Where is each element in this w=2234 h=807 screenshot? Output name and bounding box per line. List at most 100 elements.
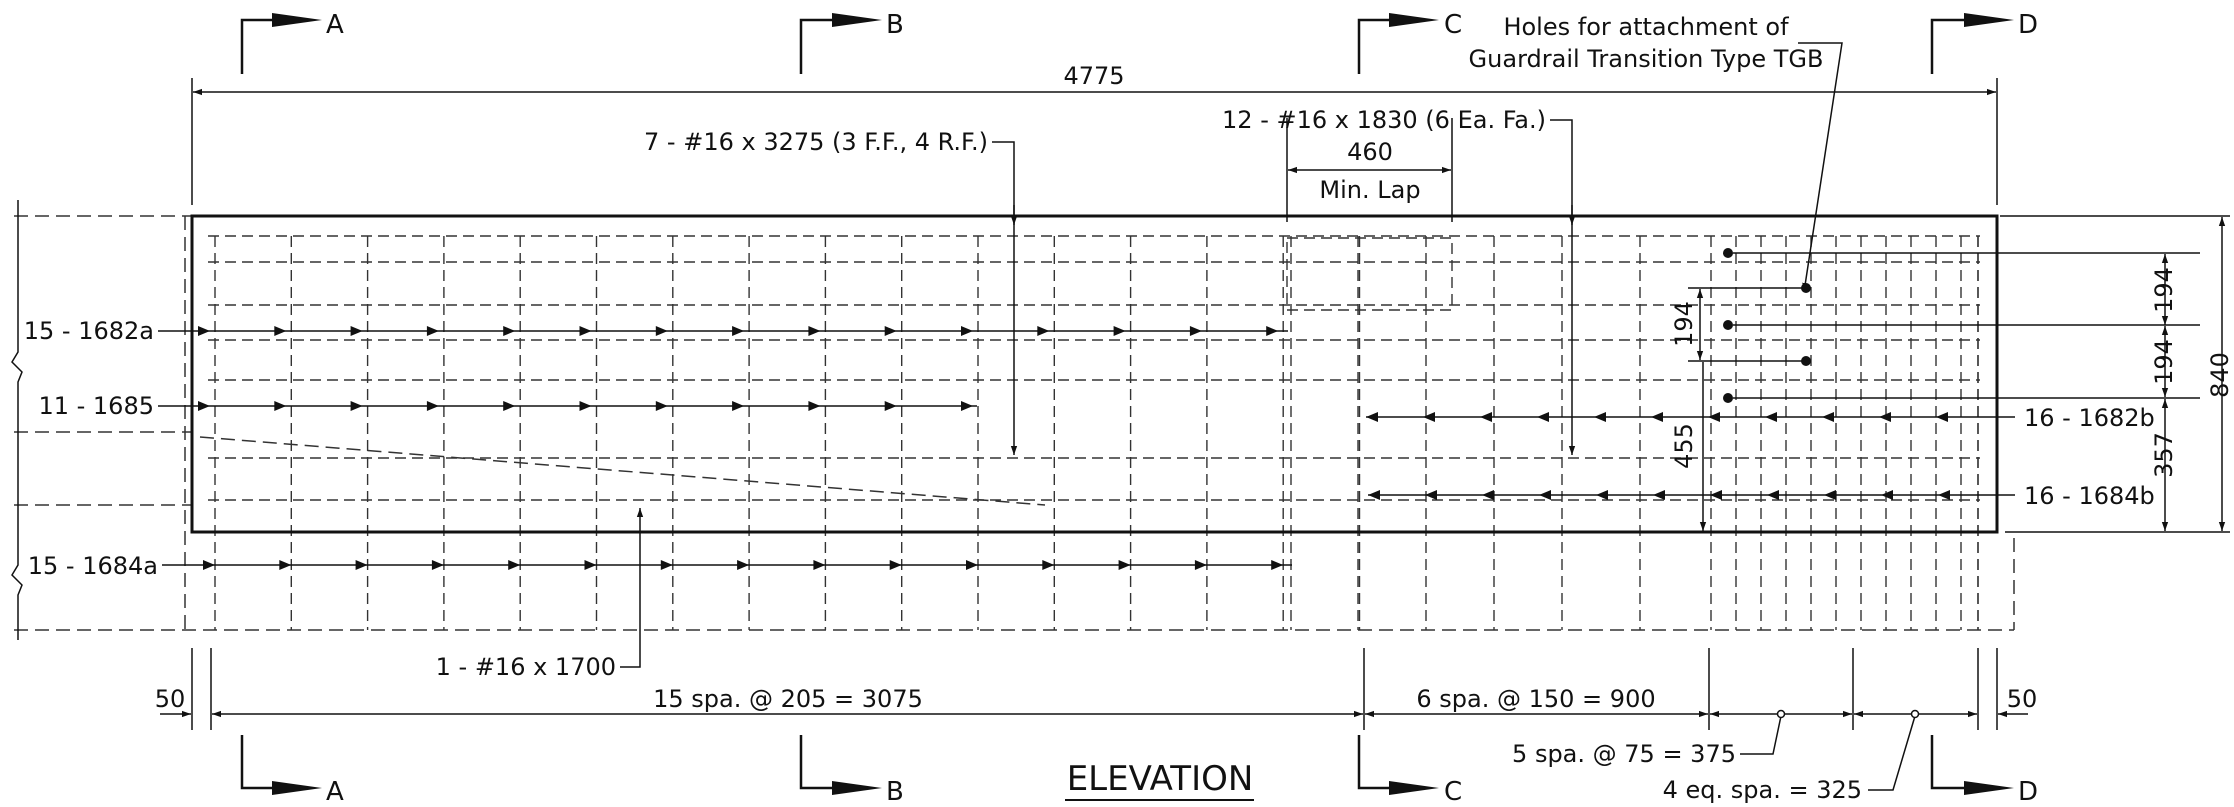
overall-dimension-line [191,78,1998,205]
bar-arrow-icon [1767,490,1779,500]
lap-dimension-line [1286,118,1453,222]
bar-arrow-icon [1708,412,1720,422]
bar-arrow-icon [732,401,745,411]
bar-arrow-icon [579,326,592,336]
section-label-a-top: A [326,10,344,40]
section-arrow-icon [272,13,322,27]
bar-arrow-icon [1539,490,1551,500]
bar-arrow-icon [508,560,521,570]
bar-arrow-icon [431,560,444,570]
bar-arrow-icon [884,401,897,411]
section-marker-d-bottom [1930,735,1972,790]
bar-arrow-icon [808,401,821,411]
bar-arrow-icon [198,401,210,411]
leader-dot-icon [1910,709,1920,719]
bar-arrow-icon [1266,326,1279,336]
dim-357: 357 [2150,432,2178,478]
dim-455: 455 [1670,423,1698,469]
callout-1685: 11 - 1685 [38,392,154,420]
section-arrow-icon [832,13,882,27]
leader-dot-icon [1776,709,1786,719]
bar-arrow-icon [889,560,902,570]
callout-1682a: 15 - 1682a [24,317,154,345]
bar-arrow-icon [503,326,516,336]
dim-194-lower: 194 [2150,339,2178,385]
callout-bars-top: 7 - #16 x 3275 (3 F.F., 4 R.F.) [644,128,988,156]
section-arrow-icon [1964,781,2014,795]
lap-length-label: 460 [1347,138,1393,166]
section-label-d-bottom: D [2018,777,2038,807]
dim-end-left: 50 [155,685,186,713]
bar-arrow-icon [198,326,210,336]
bar-direction-arrows [198,326,1950,570]
bar-arrow-icon [1480,412,1492,422]
bar-arrow-icon [1594,412,1606,422]
bottom-dimension-lines [160,648,2028,791]
bar-arrow-icon [1653,490,1665,500]
bar-arrow-icon [961,401,973,411]
hole-icon [1723,248,1733,258]
bar-arrow-icon [1879,412,1891,422]
section-marker-a-bottom [240,735,280,790]
dim-run-b: 6 spa. @ 150 = 900 [1416,685,1655,713]
bar-arrow-icon [813,560,826,570]
bar-arrow-icon [737,560,750,570]
bar-arrow-icon [655,326,668,336]
section-arrow-icon [272,781,322,795]
callout-1684a: 15 - 1684a [28,552,158,580]
hole-icon [1801,356,1811,366]
bar-arrow-icon [1189,326,1202,336]
bar-arrow-icon [1482,490,1494,500]
callout-1682b: 16 - 1682b [2024,404,2155,432]
dim-end-right: 50 [2007,685,2038,713]
bar-arrow-icon [350,326,363,336]
section-arrow-icon [1389,13,1439,27]
callout-holes-line2: Guardrail Transition Type TGB [1469,45,1824,73]
bar-arrow-icon [961,326,973,336]
bar-arrow-icon [1042,560,1055,570]
dim-run-a: 15 spa. @ 205 = 3075 [653,685,923,713]
section-label-b-bottom: B [886,777,904,807]
bar-arrow-icon [660,560,673,570]
bar-arrow-icon [1113,326,1126,336]
bar-arrow-icon [279,560,292,570]
bar-arrow-icon [1271,560,1284,570]
bar-arrow-icon [355,560,368,570]
bar-arrow-icon [732,326,745,336]
callout-holes-line1: Holes for attachment of [1503,13,1789,41]
break-line [11,200,23,640]
hole-icon [1723,320,1733,330]
lap-caption: Min. Lap [1319,176,1420,204]
bar-arrow-icon [203,560,215,570]
bar-arrow-icon [655,401,668,411]
callout-1700: 1 - #16 x 1700 [436,653,616,681]
guardrail-holes [1688,252,2200,399]
bar-arrow-icon [884,326,897,336]
section-marker-a-top [240,18,280,74]
bar-arrow-icon [1881,490,1893,500]
section-label-b-top: B [886,10,904,40]
bar-arrow-icon [1425,490,1437,500]
section-marker-c-bottom [1357,735,1397,790]
wall-outline [190,214,1999,534]
bar-arrow-icon [426,326,439,336]
bar-arrow-icon [1037,326,1050,336]
section-arrow-icon [832,781,882,795]
callout-leaders [158,42,2015,668]
bar-arrow-icon [1710,490,1722,500]
bar-arrow-icon [579,401,592,411]
bar-arrow-icon [1651,412,1663,422]
callout-bars-lap: 12 - #16 x 1830 (6 Ea. Fa.) [1222,106,1546,134]
section-marker-c-top [1357,18,1397,74]
lap-zone [1286,237,1453,311]
bar-arrow-icon [350,401,363,411]
bar-arrow-icon [274,401,287,411]
right-dimension-lines [1696,215,2230,533]
bar-arrow-icon [426,401,439,411]
callout-1684b: 16 - 1684b [2024,482,2155,510]
bar-arrow-icon [274,326,287,336]
bar-arrow-icon [1822,412,1834,422]
overall-length-label: 4775 [1063,62,1124,90]
section-marker-b-bottom [799,735,840,790]
